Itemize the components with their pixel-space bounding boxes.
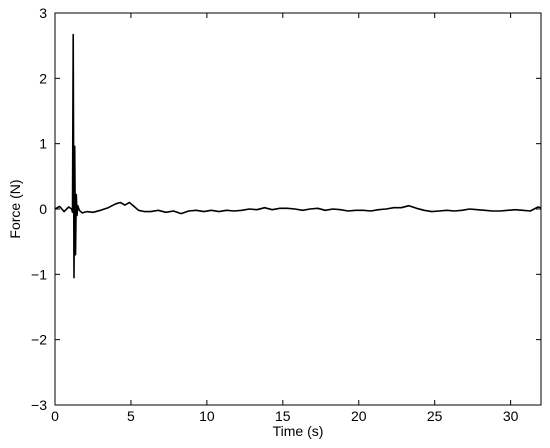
- y-tick-label-4: 1: [39, 136, 47, 152]
- x-axis-ticks: 0 5 10 15 20 25 30: [51, 13, 519, 424]
- y-tick-label-5: 2: [39, 70, 47, 86]
- x-tick-label-4: 20: [351, 408, 367, 424]
- y-axis-title: Force (N): [7, 179, 23, 238]
- x-tick-label-2: 10: [199, 408, 215, 424]
- series-line-0: [54, 33, 542, 279]
- x-tick-label-6: 30: [503, 408, 519, 424]
- x-tick-label-5: 25: [427, 408, 443, 424]
- y-tick-label-6: 3: [39, 5, 47, 21]
- x-tick-label-3: 15: [275, 408, 291, 424]
- x-tick-label-0: 0: [51, 408, 59, 424]
- y-axis-ticks: −3 −2 −1 0 1 2 3: [31, 5, 541, 413]
- y-tick-label-3: 0: [39, 201, 47, 217]
- x-axis-title: Time (s): [273, 423, 324, 439]
- x-tick-label-1: 5: [127, 408, 135, 424]
- y-tick-label-1: −2: [31, 332, 47, 348]
- series-layer: [54, 33, 542, 279]
- y-tick-label-2: −1: [31, 266, 47, 282]
- y-tick-label-0: −3: [31, 397, 47, 413]
